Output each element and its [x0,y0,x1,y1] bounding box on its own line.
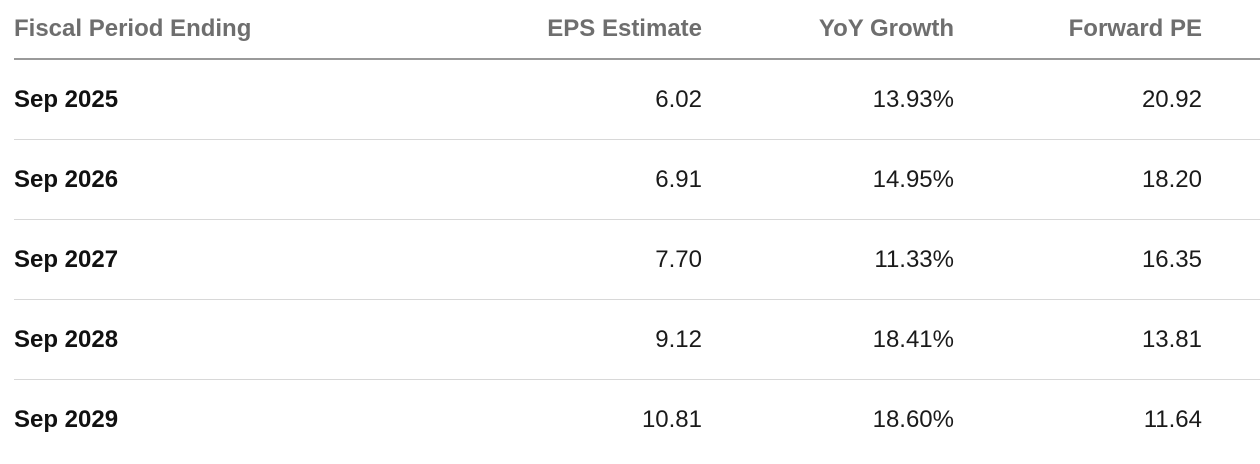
cell-pe: 20.92 [954,59,1202,140]
eps-estimates-table-container: Fiscal Period Ending EPS Estimate YoY Gr… [14,0,1260,459]
cell-spacer [1202,139,1260,220]
cell-pe: 18.20 [954,139,1202,220]
table-row: Sep 2027 7.70 11.33% 16.35 [14,219,1260,300]
table-row: Sep 2025 6.02 13.93% 20.92 [14,59,1260,140]
header-eps-estimate: EPS Estimate [404,0,702,60]
table-row: Sep 2029 10.81 18.60% 11.64 [14,380,1260,460]
header-spacer [1202,0,1260,60]
cell-period: Sep 2029 [14,405,119,433]
cell-spacer [1202,299,1260,380]
cell-growth: 13.93% [702,59,954,140]
eps-estimates-table: Fiscal Period Ending EPS Estimate YoY Gr… [14,0,1260,459]
cell-period: Sep 2025 [14,59,404,140]
cell-pe: 11.64 [1143,405,1202,433]
cell-pe: 13.81 [954,299,1202,380]
header-fiscal-period: Fiscal Period Ending [14,0,404,60]
table-row: Sep 2026 6.91 14.95% 18.20 [14,139,1260,220]
cell-spacer [1202,380,1260,460]
cell-eps: 6.02 [404,59,702,140]
cell-growth: 18.60% [872,405,954,433]
cell-growth: 18.41% [702,299,954,380]
header-forward-pe: Forward PE [954,0,1202,60]
cell-pe: 16.35 [954,219,1202,300]
cell-eps: 6.91 [404,139,702,220]
cell-period: Sep 2027 [14,219,404,300]
cell-growth: 11.33% [702,219,954,300]
cell-eps: 7.70 [404,219,702,300]
table-header-row: Fiscal Period Ending EPS Estimate YoY Gr… [14,0,1260,60]
cell-spacer [1202,219,1260,300]
cell-eps: 10.81 [641,405,702,433]
cell-period: Sep 2026 [14,139,404,220]
cell-growth: 14.95% [702,139,954,220]
table-row: Sep 2028 9.12 18.41% 13.81 [14,299,1260,380]
cell-eps: 9.12 [404,299,702,380]
cell-spacer [1202,59,1260,140]
cell-period: Sep 2028 [14,299,404,380]
header-yoy-growth: YoY Growth [702,0,954,60]
